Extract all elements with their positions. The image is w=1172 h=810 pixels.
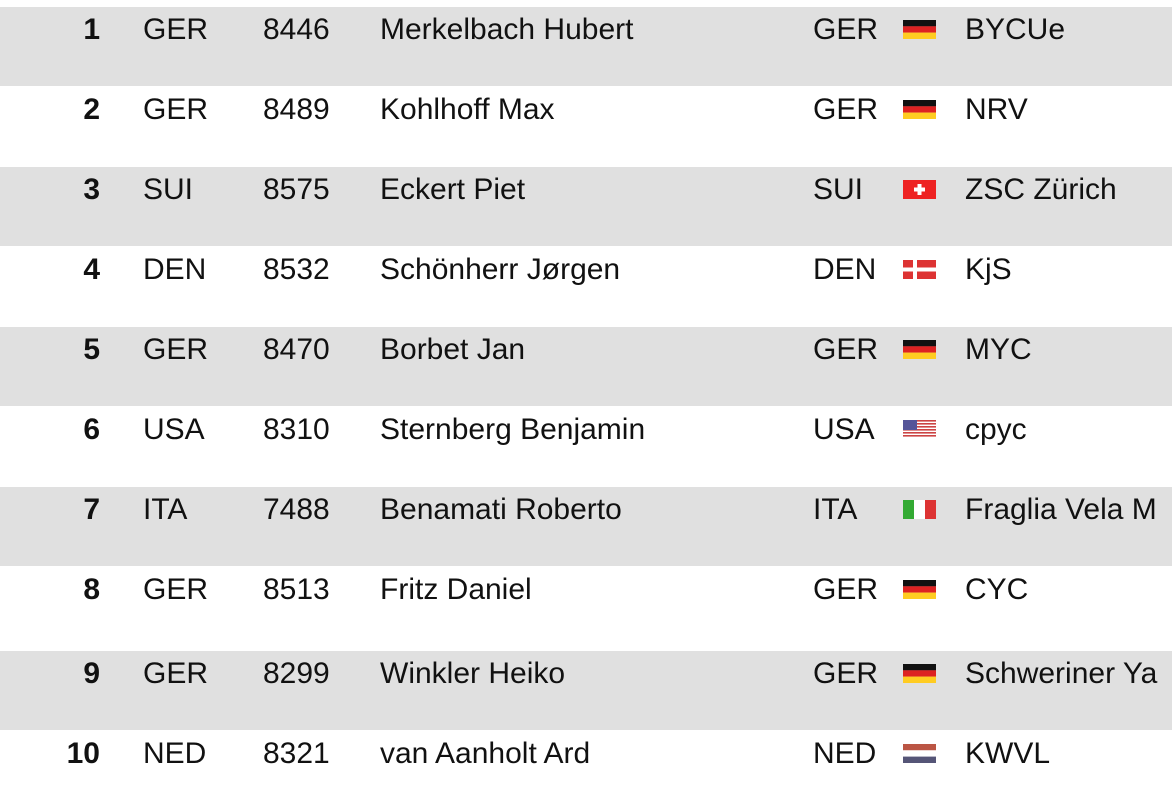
rank-cell: 8 <box>83 573 100 606</box>
rank-cell: 7 <box>83 493 100 526</box>
club-cell: KjS <box>965 253 1012 286</box>
sail-number-cell: 8310 <box>263 413 330 446</box>
nation-cell: GER <box>143 13 209 46</box>
table-row: 5 GER 8470 Borbet Jan GER MYC <box>0 327 1172 406</box>
italy-flag-icon <box>903 500 936 519</box>
sail-number-cell: 8532 <box>263 253 330 286</box>
nation-cell: GER <box>143 657 209 690</box>
denmark-flag-icon <box>903 260 936 279</box>
usa-flag-icon <box>903 420 936 439</box>
table-row: 9 GER 8299 Winkler Heiko GER Schweriner Ya <box>0 651 1172 730</box>
club-nation-cell: ITA <box>813 493 858 526</box>
club-nation-cell: GER <box>813 13 879 46</box>
germany-flag-icon <box>903 100 936 119</box>
netherlands-flag-icon <box>903 744 936 763</box>
table-row: 8 GER 8513 Fritz Daniel GER CYC <box>0 567 1172 646</box>
club-nation-cell: USA <box>813 413 875 446</box>
sailor-name-cell: Sternberg Benjamin <box>380 413 646 446</box>
germany-flag-icon <box>903 340 936 359</box>
nation-cell: NED <box>143 737 207 770</box>
nation-cell: SUI <box>143 173 194 206</box>
nation-cell: USA <box>143 413 205 446</box>
rank-cell: 2 <box>83 93 100 126</box>
germany-flag-icon <box>903 664 936 683</box>
club-cell: KWVL <box>965 737 1051 770</box>
club-cell: NRV <box>965 93 1028 126</box>
club-cell: MYC <box>965 333 1032 366</box>
sail-number-cell: 8470 <box>263 333 330 366</box>
sail-number-cell: 8489 <box>263 93 330 126</box>
germany-flag-icon <box>903 580 936 599</box>
club-nation-cell: DEN <box>813 253 877 286</box>
rank-cell: 6 <box>83 413 100 446</box>
sailor-name-cell: Fritz Daniel <box>380 573 532 606</box>
sail-number-cell: 8575 <box>263 173 330 206</box>
table-row: 7 ITA 7488 Benamati Roberto ITA Fraglia Vela … <box>0 487 1172 566</box>
club-cell: BYCUe <box>965 13 1066 46</box>
rank-cell: 3 <box>83 173 100 206</box>
sailor-name-cell: Benamati Roberto <box>380 493 622 526</box>
sailor-name-cell: Schönherr Jørgen <box>380 253 621 286</box>
rank-cell: 10 <box>66 737 100 770</box>
sailor-name-cell: Borbet Jan <box>380 333 526 366</box>
rank-cell: 9 <box>83 657 100 690</box>
club-cell: Schweriner Ya <box>965 657 1158 690</box>
nation-cell: GER <box>143 573 209 606</box>
club-nation-cell: GER <box>813 333 879 366</box>
sail-number-cell: 8299 <box>263 657 330 690</box>
club-nation-cell: SUI <box>813 173 864 206</box>
sail-number-cell: 8446 <box>263 13 330 46</box>
club-cell: ZSC Zürich <box>965 173 1117 206</box>
table-row: 4 DEN 8532 Schönherr Jørgen DEN KjS <box>0 247 1172 326</box>
club-cell: CYC <box>965 573 1029 606</box>
nation-cell: DEN <box>143 253 207 286</box>
rank-cell: 5 <box>83 333 100 366</box>
table-row: 6 USA 8310 Sternberg Benjamin USA cpyc <box>0 407 1172 486</box>
club-cell: cpyc <box>965 413 1027 446</box>
sail-number-cell: 7488 <box>263 493 330 526</box>
table-row: 1 GER 8446 Merkelbach Hubert GER BYCUe <box>0 7 1172 86</box>
nation-cell: GER <box>143 333 209 366</box>
club-cell: Fraglia Vela M <box>965 493 1157 526</box>
sailor-name-cell: Winkler Heiko <box>380 657 566 690</box>
sailor-name-cell: Merkelbach Hubert <box>380 13 634 46</box>
table-row: 2 GER 8489 Kohlhoff Max GER NRV <box>0 87 1172 166</box>
club-nation-cell: GER <box>813 657 879 690</box>
sailor-name-cell: van Aanholt Ard <box>380 737 591 770</box>
sail-number-cell: 8321 <box>263 737 330 770</box>
nation-cell: GER <box>143 93 209 126</box>
rank-cell: 1 <box>83 13 100 46</box>
rank-cell: 4 <box>83 253 100 286</box>
club-nation-cell: GER <box>813 93 879 126</box>
germany-flag-icon <box>903 20 936 39</box>
club-nation-cell: GER <box>813 573 879 606</box>
nation-cell: ITA <box>143 493 188 526</box>
club-nation-cell: NED <box>813 737 877 770</box>
switzerland-flag-icon <box>903 180 936 199</box>
table-row: 3 SUI 8575 Eckert Piet SUI ZSC Zürich <box>0 167 1172 246</box>
sail-number-cell: 8513 <box>263 573 330 606</box>
table-row: 10 NED 8321 van Aanholt Ard NED KWVL <box>0 731 1172 810</box>
sailor-name-cell: Eckert Piet <box>380 173 526 206</box>
sailor-name-cell: Kohlhoff Max <box>380 93 555 126</box>
